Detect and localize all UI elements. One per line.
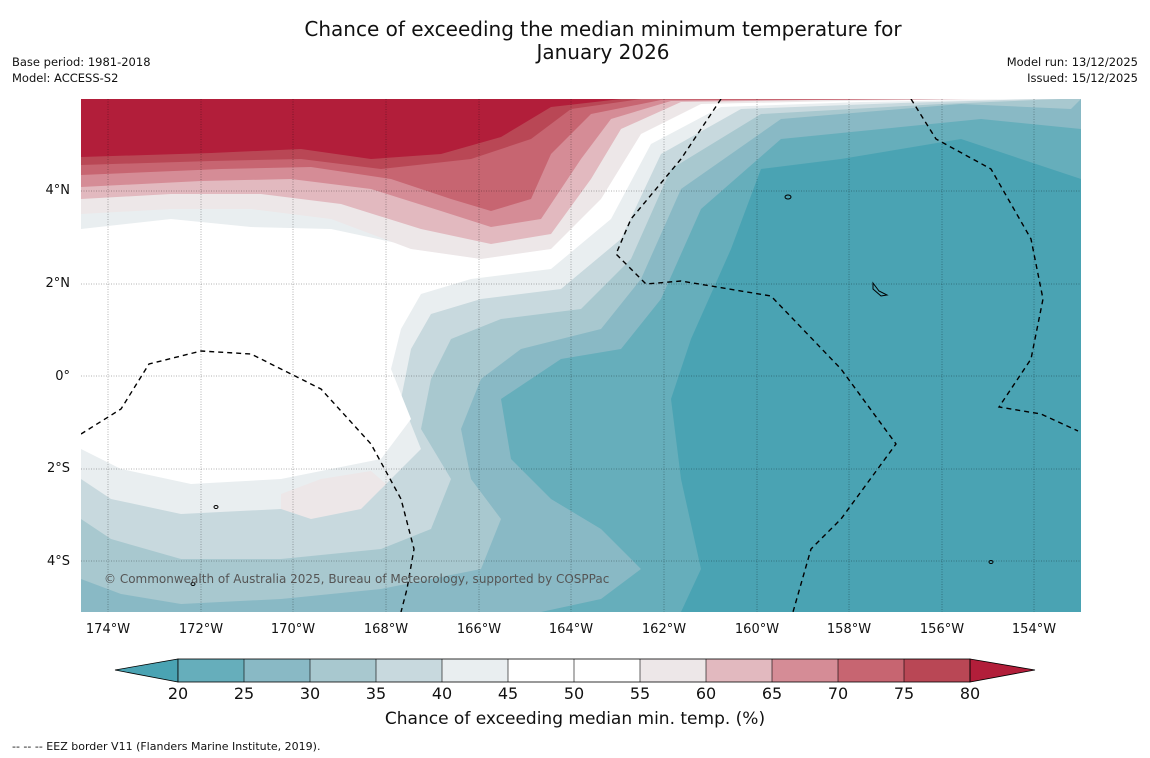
colorbar-tick-40: 40 (431, 684, 453, 703)
graticule (81, 99, 1081, 612)
colorbar-over-arrow (969, 658, 1036, 683)
colorbar-tick-50: 50 (563, 684, 585, 703)
island-3 (213, 505, 219, 509)
contour-55-60-patch (281, 471, 386, 519)
colorbar-55-60 (640, 659, 706, 682)
copyright-notice: © Commonwealth of Australia 2025, Bureau… (104, 572, 610, 586)
lon-label-154w: 154°W (1011, 622, 1057, 637)
lon-label-168w: 168°W (363, 622, 409, 637)
lon-label-170w: 170°W (270, 622, 316, 637)
colorbar-tick-75: 75 (893, 684, 915, 703)
eez-border-east (910, 99, 1079, 432)
contour-over-80 (81, 99, 901, 159)
colorbar-20-25 (178, 659, 244, 682)
colorbar-35-40 (376, 659, 442, 682)
lon-label-156w: 156°W (919, 622, 965, 637)
lon-label-166w: 166°W (456, 622, 502, 637)
lat-label-0: 0° (55, 369, 70, 384)
lon-label-164w: 164°W (548, 622, 594, 637)
map-title: Chance of exceeding the median minimum t… (0, 18, 1150, 64)
colorbar-tick-35: 35 (365, 684, 387, 703)
colorbar-25-30 (244, 659, 310, 682)
colorbar-title: Chance of exceeding median min. temp. (%… (384, 709, 766, 729)
colorbar-tick-60: 60 (695, 684, 717, 703)
colorbar-40-45 (442, 659, 508, 682)
colorbar-75-80 (904, 659, 970, 682)
colorbar-tick-80: 80 (959, 684, 981, 703)
eez-border-tokelau-kiribati (615, 99, 897, 612)
map-canvas (81, 99, 1081, 612)
island-1 (784, 194, 792, 200)
lat-label-4n: 4°N (45, 183, 71, 198)
probability-map (81, 99, 1081, 612)
colorbar-tick-70: 70 (827, 684, 849, 703)
meta-left: Base period: 1981-2018 Model: ACCESS-S2 (12, 54, 151, 86)
lon-label-172w: 172°W (178, 622, 224, 637)
colorbar-tick-30: 30 (299, 684, 321, 703)
base-period: Base period: 1981-2018 (12, 55, 151, 69)
eez-borders (81, 99, 1079, 612)
colorbar-tick-20: 20 (167, 684, 189, 703)
lat-label-2s: 2°S (46, 461, 70, 476)
island-2 (872, 281, 889, 297)
colorbar-tick-45: 45 (497, 684, 519, 703)
model-name: Model: ACCESS-S2 (12, 71, 119, 85)
lon-label-158w: 158°W (826, 622, 872, 637)
lat-label-4s: 4°S (46, 554, 70, 569)
colorbar-70-75 (838, 659, 904, 682)
eez-legend: -- -- -- EEZ border V11 (Flanders Marine… (12, 740, 321, 753)
title-line-2: January 2026 (536, 40, 670, 64)
colorbar-under-arrow (114, 658, 179, 683)
colorbar-60-65 (706, 659, 772, 682)
island-5 (190, 582, 196, 586)
issued-date: Issued: 15/12/2025 (1027, 71, 1138, 85)
lon-label-174w: 174°W (85, 622, 131, 637)
island-4 (988, 560, 994, 564)
colorbar-45-50 (508, 659, 574, 682)
lon-label-162w: 162°W (641, 622, 687, 637)
lat-label-2n: 2°N (45, 276, 71, 291)
meta-right: Model run: 13/12/2025 Issued: 15/12/2025 (1007, 54, 1138, 86)
colorbar-tick-65: 65 (761, 684, 783, 703)
islands (190, 194, 994, 586)
colorbar (114, 658, 1036, 683)
eez-border-southwest (81, 350, 415, 612)
colorbar-tick-25: 25 (233, 684, 255, 703)
model-run: Model run: 13/12/2025 (1006, 55, 1138, 69)
colorbar-tick-55: 55 (629, 684, 651, 703)
colorbar-65-70 (772, 659, 838, 682)
colorbar-dividers (243, 659, 905, 682)
title-line-1: Chance of exceeding the median minimum t… (304, 17, 902, 41)
colorbar-50-55 (574, 659, 640, 682)
lon-label-160w: 160°W (734, 622, 780, 637)
colorbar-30-35 (310, 659, 376, 682)
